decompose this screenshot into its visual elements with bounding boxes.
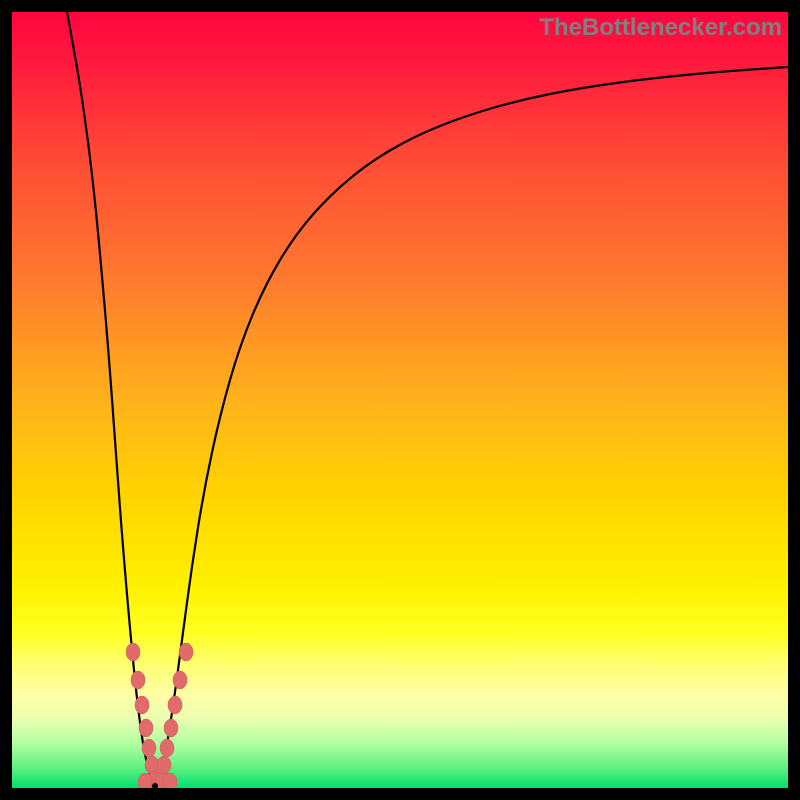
chart-container: TheBottlenecker.com [0, 0, 800, 800]
gradient-background [0, 0, 800, 800]
watermark-text: TheBottlenecker.com [539, 14, 782, 42]
